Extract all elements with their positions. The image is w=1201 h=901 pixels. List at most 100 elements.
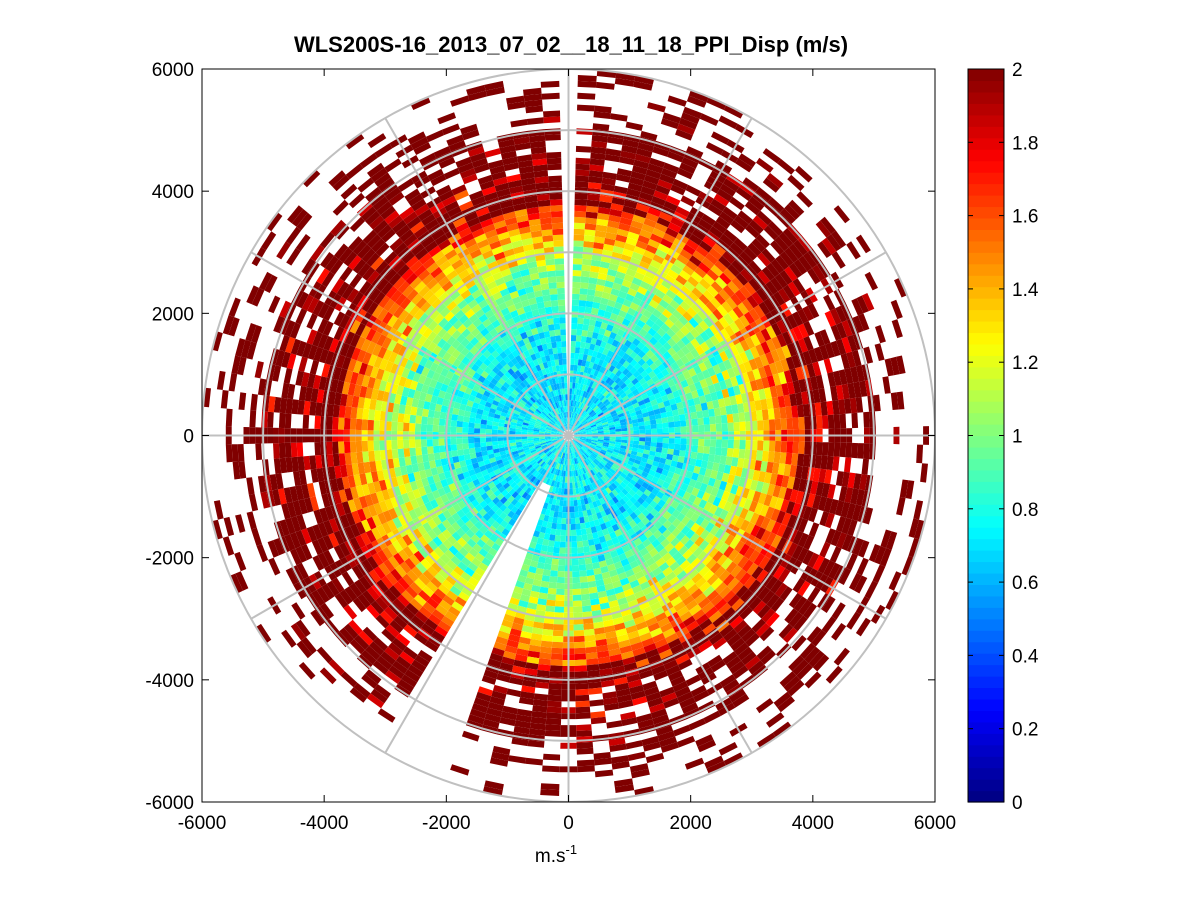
range-gate-cell bbox=[422, 569, 435, 582]
range-gate-cell bbox=[623, 199, 638, 209]
range-gate-cell bbox=[792, 278, 806, 294]
range-gate-cell bbox=[654, 318, 665, 328]
range-gate-cell bbox=[571, 458, 574, 465]
range-gate-cell bbox=[581, 534, 588, 541]
range-gate-cell bbox=[694, 381, 703, 391]
range-gate-cell bbox=[636, 341, 646, 351]
range-gate-cell bbox=[610, 482, 618, 490]
range-gate-cell bbox=[528, 482, 535, 490]
range-gate-cell bbox=[433, 410, 441, 419]
range-gate-cell bbox=[830, 324, 842, 341]
range-gate-cell bbox=[739, 606, 753, 620]
range-gate-cell bbox=[710, 281, 723, 294]
range-gate-cell bbox=[798, 599, 813, 616]
range-gate-cell bbox=[700, 341, 710, 353]
range-gate-cell bbox=[863, 443, 870, 460]
range-gate-cell bbox=[561, 482, 565, 489]
range-gate-cell bbox=[596, 371, 603, 379]
range-gate-cell bbox=[551, 429, 558, 433]
range-gate-cell bbox=[590, 425, 597, 429]
range-gate-cell bbox=[645, 616, 658, 627]
range-gate-cell bbox=[499, 625, 512, 634]
range-gate-cell bbox=[355, 418, 363, 431]
range-gate-cell bbox=[355, 373, 365, 386]
range-gate-cell bbox=[676, 349, 686, 359]
range-gate-cell bbox=[525, 552, 534, 561]
range-gate-cell bbox=[617, 453, 625, 459]
range-gate-cell bbox=[616, 534, 625, 543]
range-gate-cell bbox=[515, 407, 522, 413]
range-gate-cell bbox=[493, 396, 501, 403]
range-gate-cell bbox=[829, 546, 842, 563]
range-gate-cell bbox=[312, 374, 322, 390]
range-gate-cell bbox=[457, 449, 464, 456]
range-gate-cell bbox=[519, 473, 526, 481]
range-gate-cell bbox=[604, 412, 612, 418]
range-gate-cell bbox=[625, 515, 634, 524]
range-gate-cell bbox=[511, 737, 529, 747]
range-gate-cell bbox=[533, 429, 540, 432]
range-gate-cell bbox=[688, 317, 699, 328]
range-gate-cell bbox=[495, 508, 504, 517]
range-gate-cell bbox=[278, 412, 286, 429]
range-gate-cell bbox=[549, 671, 563, 678]
range-gate-cell bbox=[609, 743, 627, 752]
range-gate-cell bbox=[621, 430, 628, 435]
range-gate-cell bbox=[588, 463, 594, 470]
range-gate-cell bbox=[609, 653, 623, 663]
range-gate-cell bbox=[457, 500, 467, 510]
range-gate-cell bbox=[565, 441, 568, 447]
range-gate-cell bbox=[551, 498, 557, 506]
range-gate-cell bbox=[576, 443, 582, 449]
range-gate-cell bbox=[365, 472, 374, 484]
range-gate-cell bbox=[793, 596, 808, 612]
range-gate-cell bbox=[655, 447, 663, 453]
range-gate-cell bbox=[599, 261, 610, 269]
range-gate-cell bbox=[559, 439, 564, 444]
range-gate-cell bbox=[765, 506, 775, 520]
range-gate-cell bbox=[621, 583, 632, 592]
range-gate-cell bbox=[609, 518, 617, 527]
range-gate-cell bbox=[515, 439, 522, 443]
range-gate-cell bbox=[575, 169, 590, 177]
range-gate-cell bbox=[670, 361, 680, 371]
range-gate-cell bbox=[546, 441, 553, 445]
range-gate-cell bbox=[743, 360, 753, 373]
range-gate-cell bbox=[615, 566, 626, 575]
range-gate-cell bbox=[789, 489, 799, 503]
range-gate-cell bbox=[290, 623, 306, 641]
range-gate-cell bbox=[536, 473, 542, 480]
range-gate-cell bbox=[595, 284, 605, 292]
range-gate-cell bbox=[430, 395, 439, 404]
range-gate-cell bbox=[771, 462, 780, 475]
range-gate-cell bbox=[824, 512, 835, 529]
range-gate-cell bbox=[552, 448, 557, 454]
range-gate-cell bbox=[717, 463, 726, 473]
range-gate-cell bbox=[462, 542, 473, 553]
range-gate-cell bbox=[483, 390, 491, 398]
range-gate-cell bbox=[714, 260, 728, 273]
range-gate-cell bbox=[268, 295, 281, 314]
range-gate-cell bbox=[604, 280, 614, 289]
range-gate-cell bbox=[650, 423, 657, 429]
range-gate-cell bbox=[663, 200, 678, 212]
range-gate-cell bbox=[536, 669, 550, 678]
range-gate-cell bbox=[739, 519, 750, 532]
range-gate-cell bbox=[632, 214, 646, 224]
range-gate-cell bbox=[523, 470, 530, 477]
range-gate-cell bbox=[914, 519, 925, 540]
range-gate-cell bbox=[589, 271, 599, 279]
range-gate-cell bbox=[458, 591, 470, 602]
range-gate-cell bbox=[246, 341, 257, 360]
range-gate-cell bbox=[723, 359, 733, 370]
range-gate-cell bbox=[677, 488, 686, 498]
range-gate-cell bbox=[573, 258, 583, 265]
range-gate-cell bbox=[597, 333, 604, 341]
range-gate-cell bbox=[601, 396, 608, 403]
range-gate-cell bbox=[622, 510, 630, 519]
range-gate-cell bbox=[646, 459, 654, 466]
range-gate-cell bbox=[569, 441, 572, 447]
range-gate-cell bbox=[523, 619, 534, 628]
range-gate-cell bbox=[434, 403, 442, 412]
range-gate-cell bbox=[574, 413, 578, 420]
